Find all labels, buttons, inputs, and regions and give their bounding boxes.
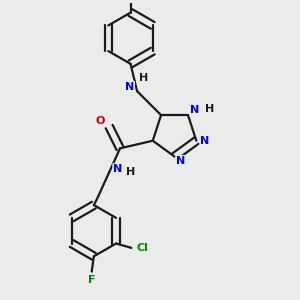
Text: N: N: [113, 164, 122, 174]
Text: N: N: [176, 156, 186, 166]
Text: F: F: [88, 275, 95, 285]
Text: H: H: [205, 103, 214, 114]
Text: O: O: [96, 116, 105, 126]
Text: N: N: [200, 136, 210, 146]
Text: H: H: [126, 167, 136, 177]
Text: Cl: Cl: [136, 243, 148, 253]
Text: N: N: [125, 82, 134, 92]
Text: N: N: [190, 105, 199, 115]
Text: H: H: [139, 73, 148, 83]
